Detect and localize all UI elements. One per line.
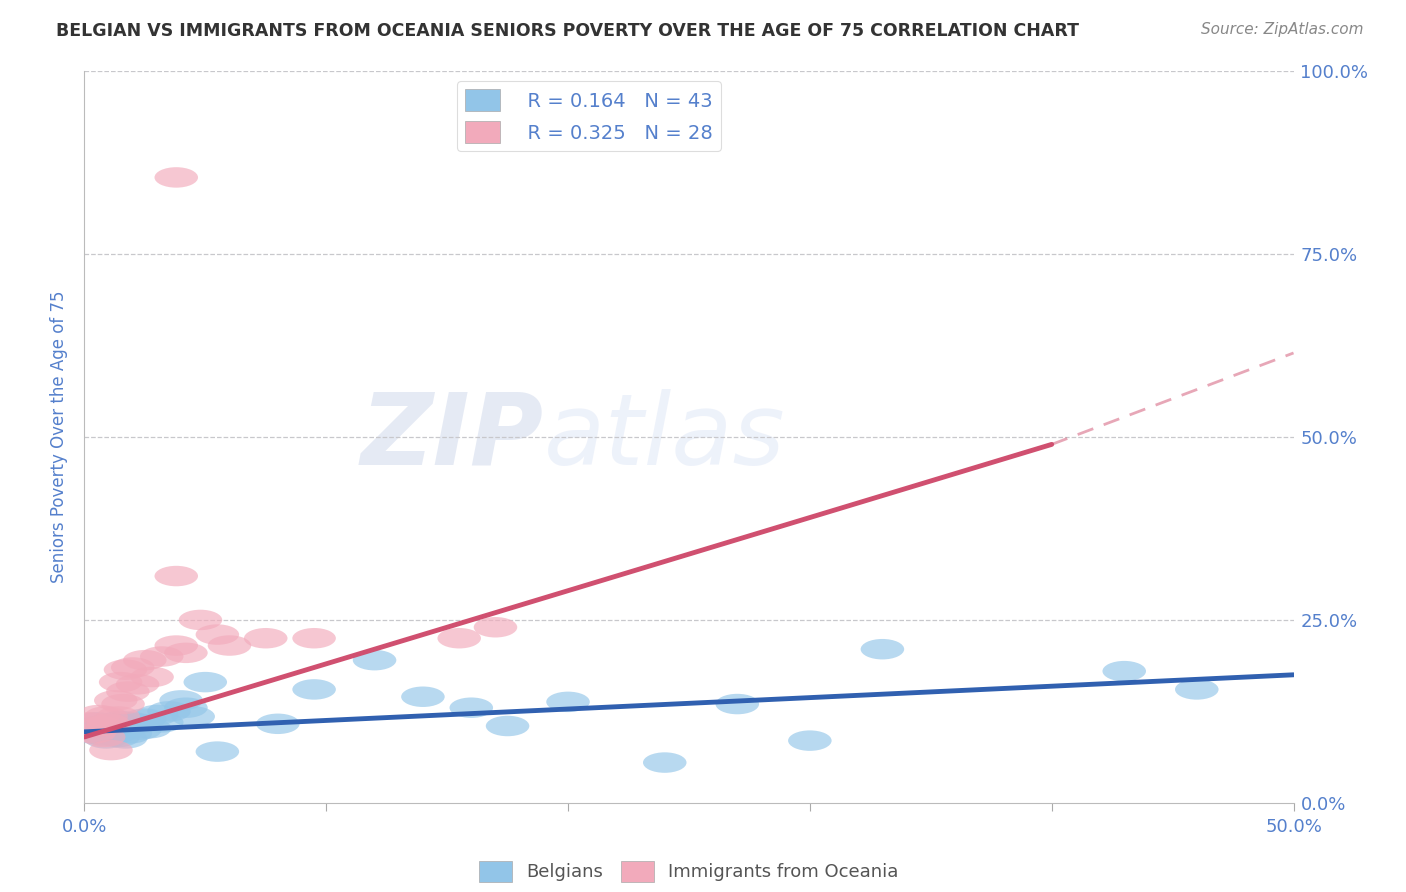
Text: Source: ZipAtlas.com: Source: ZipAtlas.com (1201, 22, 1364, 37)
Text: ZIP: ZIP (361, 389, 544, 485)
Text: atlas: atlas (544, 389, 786, 485)
Y-axis label: Seniors Poverty Over the Age of 75: Seniors Poverty Over the Age of 75 (51, 291, 69, 583)
Text: BELGIAN VS IMMIGRANTS FROM OCEANIA SENIORS POVERTY OVER THE AGE OF 75 CORRELATIO: BELGIAN VS IMMIGRANTS FROM OCEANIA SENIO… (56, 22, 1080, 40)
Legend: Belgians, Immigrants from Oceania: Belgians, Immigrants from Oceania (472, 854, 905, 888)
